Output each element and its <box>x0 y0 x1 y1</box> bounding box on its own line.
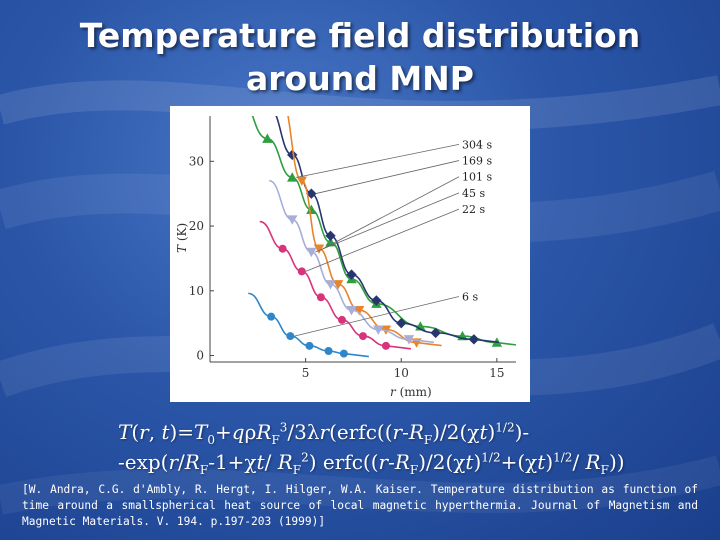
point-169-s <box>371 295 382 306</box>
legend-label: 45 s <box>462 187 485 200</box>
point-22-s <box>316 293 325 302</box>
x-tick-label: 15 <box>489 366 504 380</box>
point-22-s <box>278 244 287 253</box>
formula-line-1: T(r, t)=T0+qρRF3/3λr(erfc((r-RF)/2(χt)1/… <box>118 420 530 447</box>
y-tick-label: 30 <box>189 154 204 168</box>
point-6-s <box>324 346 333 355</box>
point-22-s <box>381 341 390 350</box>
point-45-s <box>306 247 317 258</box>
point-304-s <box>325 237 336 247</box>
point-169-s <box>346 269 357 280</box>
temperature-chart: 5 10 15 0 10 20 30 r (mm) T (K) 304 s 169 s 101 s 45… <box>175 116 516 399</box>
point-22-s <box>297 267 306 276</box>
formula-line-2: -exp(r/RF-1+χt/ RF2) erfc((r-RF)/2(χt)1/… <box>118 450 625 477</box>
point-169-s <box>325 230 336 241</box>
point-101-s <box>332 280 344 290</box>
y-axis-label: T (K) <box>175 223 189 253</box>
legend-label: 22 s <box>462 203 485 216</box>
y-tick-label: 10 <box>189 284 204 298</box>
point-22-s <box>359 332 367 341</box>
legend-label: 6 s <box>462 291 478 304</box>
point-45-s <box>325 280 336 290</box>
y-tick-label: 20 <box>189 219 204 233</box>
point-6-s <box>267 312 276 321</box>
slide-title: Temperature field distribution around MN… <box>0 14 720 100</box>
point-6-s <box>339 349 348 358</box>
point-304-s <box>306 204 317 215</box>
x-tick-label: 10 <box>394 366 409 380</box>
point-45-s <box>403 335 415 345</box>
legend-leader <box>296 143 460 178</box>
point-304-s <box>262 133 273 143</box>
point-45-s <box>287 215 298 225</box>
point-304-s <box>287 172 298 182</box>
legend-leader <box>315 192 460 253</box>
legend-leader <box>294 296 460 337</box>
point-169-s <box>396 317 407 329</box>
point-169-s <box>287 149 298 161</box>
slide-title-line1: Temperature field distribution <box>79 16 641 55</box>
point-101-s <box>296 176 307 186</box>
legend-leader <box>315 160 460 195</box>
point-169-s <box>430 327 441 339</box>
legend-label: 169 s <box>462 155 492 168</box>
y-tick-label: 0 <box>196 349 204 363</box>
point-101-s <box>353 306 365 316</box>
point-45-s <box>346 306 357 316</box>
point-169-s <box>306 188 317 199</box>
point-6-s <box>305 341 314 350</box>
point-22-s <box>337 315 346 324</box>
x-axis-label: r (mm) <box>390 385 432 399</box>
slide-title-line2: around MNP <box>246 59 474 98</box>
point-169-s <box>468 334 480 345</box>
curve-45-s <box>268 179 434 344</box>
x-tick-label: 5 <box>302 366 310 380</box>
chart-panel: 5 10 15 0 10 20 30 r (mm) T (K) 304 s 169 s 101 s 45… <box>170 106 530 402</box>
citation: [W. Andra, C.G. d'Ambly, R. Hergt, I. Hi… <box>22 483 698 528</box>
point-6-s <box>286 332 295 341</box>
curve-304-s <box>251 116 516 346</box>
legend-leader <box>322 176 460 250</box>
legend-leader <box>305 208 460 272</box>
legend-label: 101 s <box>462 171 492 184</box>
point-45-s <box>373 325 384 335</box>
legend-label: 304 s <box>462 138 492 151</box>
point-101-s <box>313 244 325 254</box>
